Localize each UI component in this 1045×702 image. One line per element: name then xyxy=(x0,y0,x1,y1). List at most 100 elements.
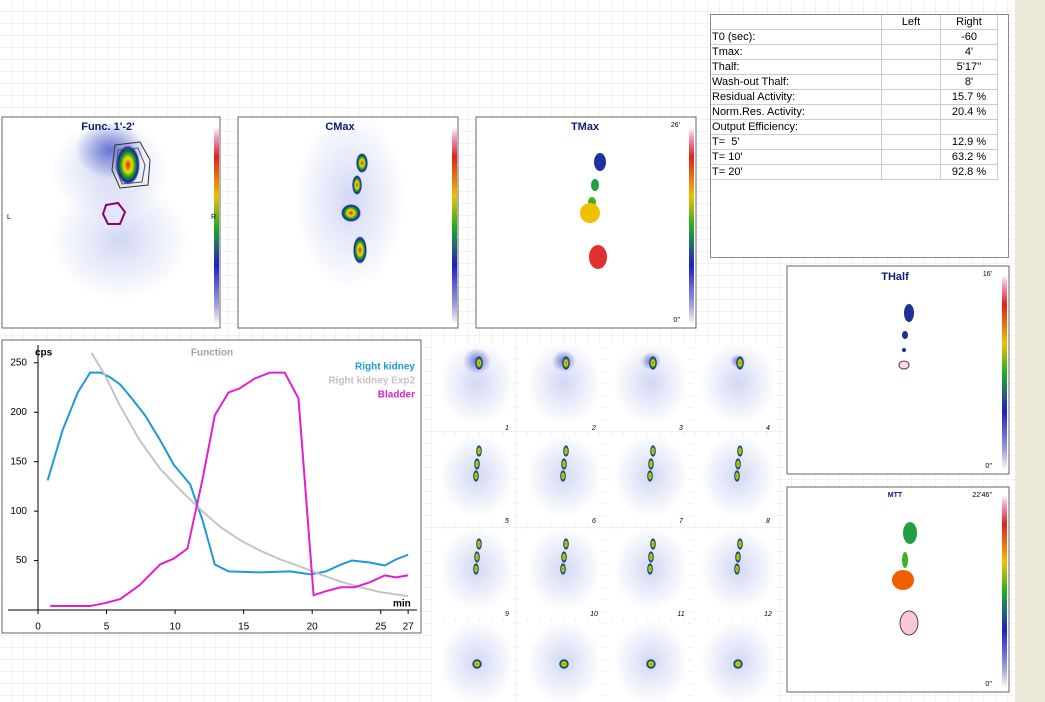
frame-blob xyxy=(562,356,570,370)
table-cell xyxy=(881,104,941,120)
frame-number: 4 xyxy=(766,425,770,432)
frame-blob xyxy=(474,458,480,470)
table-cell: 15.7 % xyxy=(940,89,998,105)
frame-blob xyxy=(734,470,740,482)
table-cell: Norm.Res. Activity: xyxy=(711,104,882,120)
x-axis-label: min xyxy=(393,599,411,610)
table-cell: 4' xyxy=(940,44,998,60)
legend-entry: Right kidney Exp2 xyxy=(328,376,415,387)
thalf-panel: THalf 16' 0'' xyxy=(786,265,1010,475)
frame-blob xyxy=(736,356,744,370)
panel-title: CMax xyxy=(325,121,355,133)
frame-blob xyxy=(561,458,567,470)
frame-blob xyxy=(647,470,653,482)
table-cell: T= 20' xyxy=(711,164,882,180)
legend-entry: Bladder xyxy=(378,390,415,401)
y-tick-label: 100 xyxy=(10,506,27,517)
table-cell: Residual Activity: xyxy=(711,89,882,105)
table-row: Thalf: 5'17'' xyxy=(711,59,998,75)
table-row: T= 20' 92.8 % xyxy=(711,164,998,180)
frame-number: 1 xyxy=(505,425,509,432)
table-row: Residual Activity: 15.7 % xyxy=(711,89,998,105)
frame-blob xyxy=(559,659,569,669)
table-row: T= 10' 63.2 % xyxy=(711,149,998,165)
side-label: R xyxy=(211,214,216,221)
table-cell xyxy=(881,164,941,180)
chart-title: Function xyxy=(191,348,233,359)
frame-blob xyxy=(648,551,654,563)
tmax-panel: TMax 26' 0'' xyxy=(475,116,697,329)
table-row: Norm.Res. Activity: 20.4 % xyxy=(711,104,998,120)
frame-blob xyxy=(560,470,566,482)
frame-number: 9 xyxy=(505,611,509,618)
table-cell: 20.4 % xyxy=(940,104,998,120)
panel-title: TMax xyxy=(571,121,600,133)
x-tick-label: 15 xyxy=(238,622,250,633)
header-cell: Left xyxy=(881,15,941,30)
table-row: T0 (sec): -60 xyxy=(711,29,998,45)
table-cell: -60 xyxy=(940,29,998,45)
table-row: Tmax: 4' xyxy=(711,44,998,60)
frame-blob xyxy=(473,563,479,575)
frame-number: 3 xyxy=(679,425,683,432)
table-row: Wash-out Thalf: 8' xyxy=(711,74,998,90)
table-cell: T= 10' xyxy=(711,149,882,165)
y-axis-label: cps xyxy=(35,348,53,359)
frame-blob xyxy=(650,445,656,457)
frame-blob xyxy=(737,445,743,457)
x-tick-label: 25 xyxy=(375,622,387,633)
table-cell: 5'17'' xyxy=(940,59,998,75)
table-cell xyxy=(881,59,941,75)
table-cell xyxy=(881,44,941,60)
table-row: T= 5' 12.9 % xyxy=(711,134,998,150)
table-cell: 8' xyxy=(940,74,998,90)
y-tick-label: 150 xyxy=(10,456,27,467)
y-tick-label: 50 xyxy=(16,555,28,566)
table-cell xyxy=(881,89,941,105)
series-line xyxy=(90,352,409,598)
scale-max: 22'46'' xyxy=(972,492,992,499)
frame-blob xyxy=(476,538,482,550)
x-tick-label: 5 xyxy=(104,622,110,633)
series-line xyxy=(46,371,409,576)
scale-max: 16' xyxy=(983,271,992,278)
side-label: L xyxy=(7,214,11,221)
frame-number: 11 xyxy=(677,611,684,618)
y-tick-label: 250 xyxy=(10,357,27,368)
frame-blob xyxy=(563,538,569,550)
table-header: Left Right xyxy=(711,15,998,30)
series-line xyxy=(50,371,409,608)
mtt-panel: MTT 22'46'' 0'' xyxy=(786,486,1010,693)
table-cell: T= 5' xyxy=(711,134,882,150)
side-strip xyxy=(1015,0,1045,702)
frame-number: 8 xyxy=(766,518,770,525)
scale-max: 26' xyxy=(671,122,680,129)
x-tick-label: 27 xyxy=(403,622,415,633)
frame-blob xyxy=(472,659,482,669)
table-cell xyxy=(881,119,941,135)
frame-blob xyxy=(561,551,567,563)
frame-blob xyxy=(647,563,653,575)
table-cell: 63.2 % xyxy=(940,149,998,165)
frame-number: 7 xyxy=(679,518,684,525)
scale-min: 0'' xyxy=(673,317,680,324)
frame-blob xyxy=(473,470,479,482)
table-cell xyxy=(881,29,941,45)
x-tick-label: 20 xyxy=(307,622,319,633)
table-cell xyxy=(881,149,941,165)
frame-haze xyxy=(613,341,689,425)
legend-entry: Right kidney xyxy=(355,362,415,373)
scale-min: 0'' xyxy=(985,681,992,688)
frame-haze xyxy=(526,341,602,425)
frame-blob xyxy=(735,551,741,563)
frame-blob xyxy=(735,458,741,470)
table-cell: Thalf: xyxy=(711,59,882,75)
frame-blob xyxy=(733,659,743,669)
frame-blob xyxy=(560,563,566,575)
frame-haze xyxy=(700,341,776,425)
panel-title: MTT xyxy=(888,492,903,499)
table-cell: 12.9 % xyxy=(940,134,998,150)
func-panel: Func. 1'-2' L R xyxy=(1,116,221,329)
frame-grid: 1 2 3 45 6 7 89 10 11 12 xyxy=(432,341,776,702)
table-cell xyxy=(940,119,998,135)
